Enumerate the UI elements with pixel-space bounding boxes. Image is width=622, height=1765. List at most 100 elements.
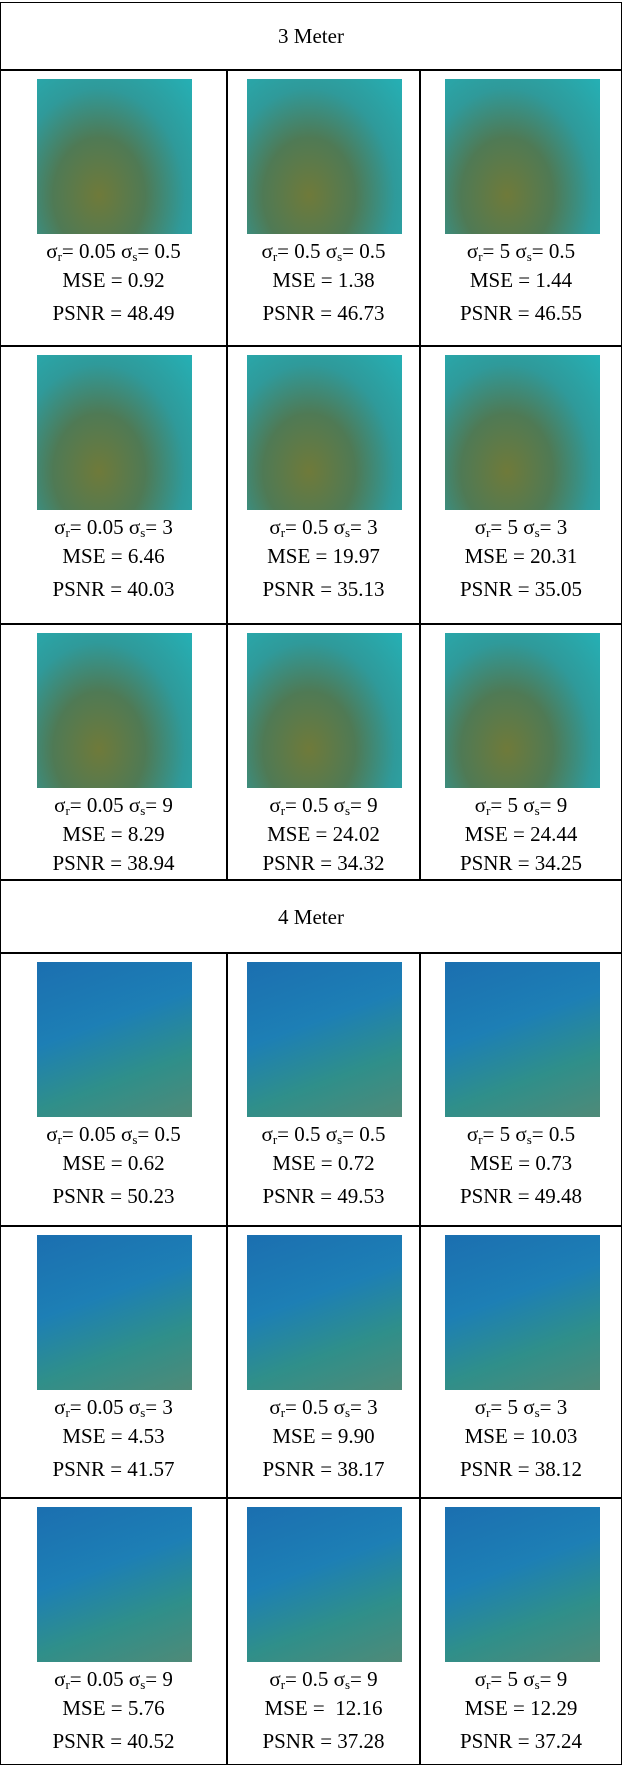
mse: MSE = 0.92 <box>1 268 226 293</box>
text: PSNR = 35.13 <box>262 577 384 601</box>
mse: MSE = 5.76 <box>1 1696 226 1721</box>
text: σ <box>475 1667 486 1691</box>
text: σ <box>523 515 534 539</box>
photo <box>247 79 402 234</box>
psnr: PSNR = 38.17 <box>228 1457 419 1482</box>
text: σ <box>129 793 140 817</box>
text: PSNR = 34.25 <box>460 851 582 875</box>
mse: MSE = 8.29 <box>1 822 226 847</box>
photo <box>247 633 402 788</box>
cell: σr= 5 σs= 0.5MSE = 1.44PSNR = 46.55 <box>420 70 622 346</box>
mse: MSE = 12.29 <box>421 1696 621 1721</box>
text: = 3 <box>350 515 378 539</box>
photo <box>247 1235 402 1390</box>
text: MSE = 4.53 <box>62 1424 164 1448</box>
text: = 0.5 <box>532 1122 575 1146</box>
sigma-params: σr= 0.5 σs= 0.5 <box>228 1122 419 1148</box>
text: MSE = 12.16 <box>264 1696 382 1720</box>
text: 3 Meter <box>278 24 344 48</box>
text: σ <box>334 1667 345 1691</box>
text: σ <box>475 1395 486 1419</box>
text: PSNR = 37.24 <box>460 1729 582 1753</box>
text: = 5 <box>490 1667 518 1691</box>
sigma-params: σr= 0.5 σs= 9 <box>228 793 419 819</box>
text: = 3 <box>540 515 568 539</box>
psnr: PSNR = 37.28 <box>228 1729 419 1754</box>
text: MSE = 0.72 <box>272 1151 374 1175</box>
text: = 0.5 <box>137 1122 180 1146</box>
text: PSNR = 49.53 <box>262 1184 384 1208</box>
text: MSE = 1.44 <box>470 268 572 292</box>
text: = 0.05 <box>70 793 124 817</box>
photo <box>37 633 192 788</box>
text: = 5 <box>490 1395 518 1419</box>
text: = 5 <box>483 1122 511 1146</box>
text: MSE = 0.62 <box>62 1151 164 1175</box>
text: σ <box>46 1122 57 1146</box>
mse: MSE = 0.72 <box>228 1151 419 1176</box>
text: = 0.5 <box>137 239 180 263</box>
cell: σr= 0.5 σs= 9 MSE = 24.02 PSNR = 34.32 <box>227 624 420 880</box>
text: PSNR = 40.52 <box>52 1729 174 1753</box>
text: = 0.05 <box>70 1667 124 1691</box>
photo <box>445 1507 600 1662</box>
text: MSE = 20.31 <box>465 544 578 568</box>
mse: MSE = 12.16 <box>228 1696 419 1721</box>
text: σ <box>515 1122 526 1146</box>
photo <box>247 355 402 510</box>
text: = 3 <box>145 515 173 539</box>
text: PSNR = 34.32 <box>262 851 384 875</box>
photo <box>445 633 600 788</box>
text: σ <box>334 515 345 539</box>
text: = 3 <box>350 1395 378 1419</box>
sigma-params: σr= 0.05 σs= 3 <box>1 1395 226 1421</box>
sigma-params: σr= 0.5 σs= 0.5 <box>228 239 419 265</box>
text: σ <box>129 1667 140 1691</box>
text: PSNR = 38.12 <box>460 1457 582 1481</box>
cell: σr= 5 σs= 9MSE = 24.44PSNR = 34.25 <box>420 624 622 880</box>
sigma-params: σr= 0.05 σs= 9 <box>1 1667 226 1693</box>
text: σ <box>475 793 486 817</box>
text: PSNR = 48.49 <box>52 301 174 325</box>
cell: σr= 0.5 σs= 3MSE = 19.97PSNR = 35.13 <box>227 346 420 624</box>
text: σ <box>46 239 57 263</box>
cell: σr= 0.05 σs= 9 MSE = 5.76 PSNR = 40.52 <box>0 1498 227 1765</box>
text: σ <box>54 515 65 539</box>
text: σ <box>523 1667 534 1691</box>
photo <box>445 1235 600 1390</box>
mse: MSE = 24.02 <box>228 822 419 847</box>
text: 4 Meter <box>278 905 344 929</box>
text: = 0.05 <box>62 239 116 263</box>
text: = 0.5 <box>342 1122 385 1146</box>
psnr: PSNR = 38.94 <box>1 851 226 876</box>
sigma-params: σr= 0.5 σs= 3 <box>228 1395 419 1421</box>
psnr: PSNR = 41.57 <box>1 1457 226 1482</box>
text: σ <box>269 1667 280 1691</box>
text: σ <box>523 1395 534 1419</box>
text: = 3 <box>145 1395 173 1419</box>
cell: σr= 0.5 σs= 0.5 MSE = 0.72 PSNR = 49.53 <box>227 953 420 1226</box>
text: PSNR = 46.55 <box>460 301 582 325</box>
section-header: 4 Meter <box>0 880 622 953</box>
text: σ <box>326 239 337 263</box>
mse: MSE = 20.31 <box>421 544 621 569</box>
text: = 0.5 <box>285 515 328 539</box>
cell: σr= 0.05 σs= 9MSE = 8.29PSNR = 38.94 <box>0 624 227 880</box>
sigma-params: σr= 5 σs= 9 <box>421 1667 621 1693</box>
text: = 0.5 <box>285 1667 328 1691</box>
text: PSNR = 41.57 <box>52 1457 174 1481</box>
text: MSE = 12.29 <box>465 1696 578 1720</box>
psnr: PSNR = 35.13 <box>228 577 419 602</box>
text: σ <box>475 515 486 539</box>
photo <box>247 1507 402 1662</box>
mse: MSE = 24.44 <box>421 822 621 847</box>
psnr: PSNR = 40.52 <box>1 1729 226 1754</box>
text: PSNR = 40.03 <box>52 577 174 601</box>
text: MSE = 24.44 <box>465 822 578 846</box>
mse: MSE = 19.97 <box>228 544 419 569</box>
text: σ <box>326 1122 337 1146</box>
text: PSNR = 38.17 <box>262 1457 384 1481</box>
